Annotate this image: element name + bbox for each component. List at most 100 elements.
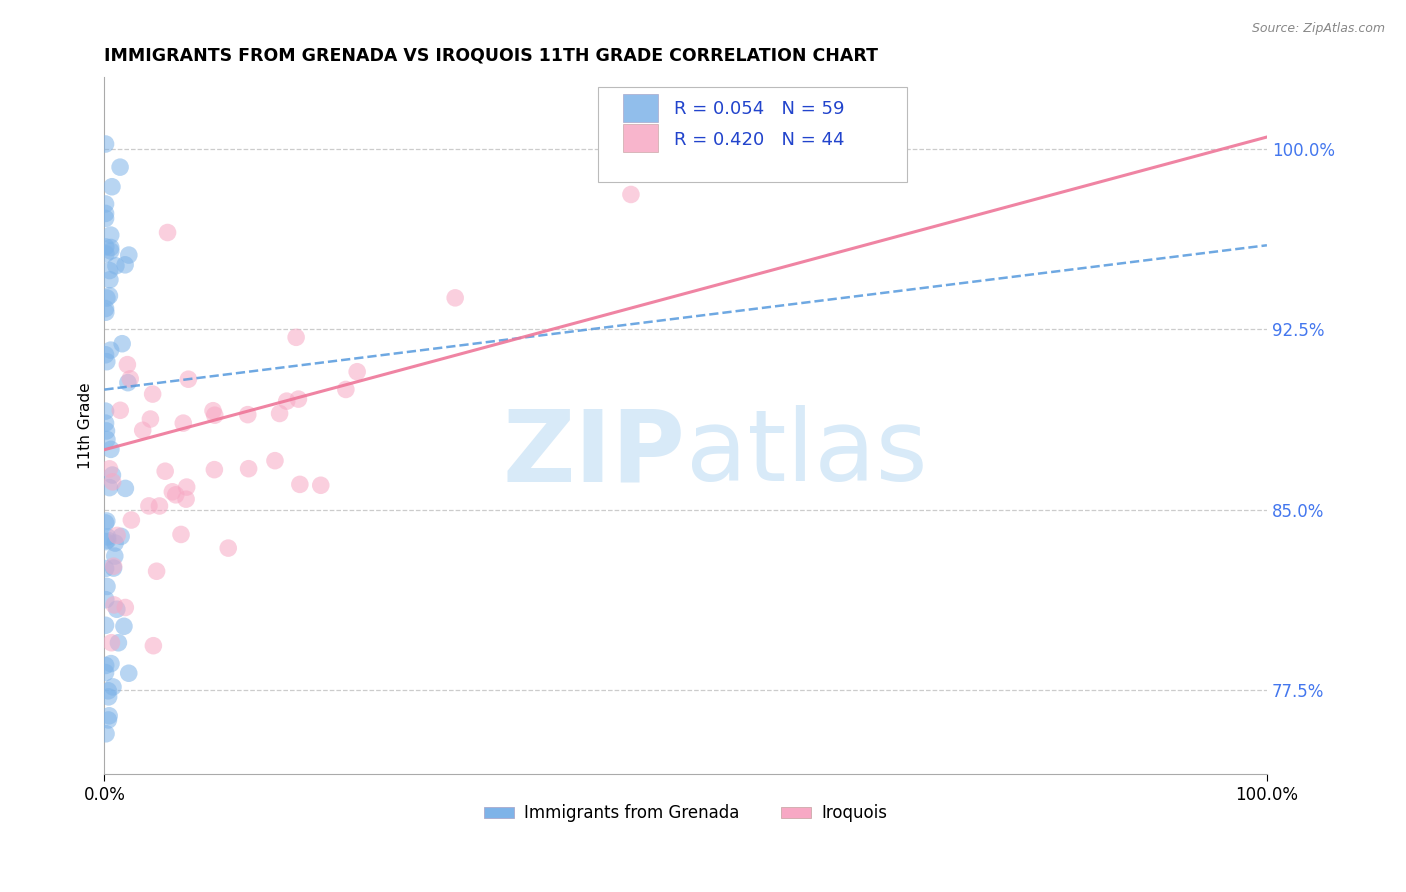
Point [94, 665, 117, 680]
Point [97, 530, 120, 544]
Point [112, 619, 135, 633]
Point [111, 336, 134, 351]
Point [94, 404, 117, 418]
Point [138, 499, 160, 513]
Point [162, 484, 184, 499]
Point [94, 727, 117, 741]
Text: ZIP: ZIP [503, 405, 686, 502]
Point [236, 408, 259, 422]
FancyBboxPatch shape [599, 87, 907, 182]
Point [177, 372, 200, 386]
Point [103, 598, 125, 612]
Point [100, 240, 122, 254]
Point [114, 258, 136, 272]
Point [97, 690, 120, 704]
Point [117, 376, 139, 390]
Point [105, 602, 128, 616]
Point [114, 600, 136, 615]
Point [94, 516, 117, 530]
Point [94, 247, 117, 261]
Point [285, 330, 308, 344]
Point [97, 533, 120, 548]
Point [104, 259, 127, 273]
Point [105, 528, 128, 542]
Point [118, 666, 141, 681]
Point [94, 416, 117, 430]
Point [620, 187, 643, 202]
Point [114, 482, 136, 496]
Point [96, 291, 118, 305]
Point [120, 372, 142, 386]
Point [100, 636, 122, 650]
Point [98, 708, 121, 723]
Point [142, 639, 165, 653]
Point [118, 248, 141, 262]
Point [142, 387, 165, 401]
Point [287, 392, 309, 406]
Point [103, 559, 125, 574]
Point [101, 179, 124, 194]
Point [156, 226, 179, 240]
Point [104, 536, 127, 550]
Point [94, 136, 117, 151]
Point [204, 408, 226, 422]
Point [98, 481, 121, 495]
Point [120, 513, 142, 527]
Point [153, 464, 176, 478]
Point [101, 680, 124, 694]
Point [108, 160, 131, 174]
Point [131, 423, 153, 437]
Point [97, 683, 120, 698]
Point [94, 618, 117, 632]
Point [444, 291, 467, 305]
Point [335, 383, 357, 397]
Point [238, 461, 260, 475]
Point [172, 416, 194, 430]
Point [94, 206, 117, 220]
Point [94, 658, 117, 673]
Point [110, 403, 132, 417]
Text: atlas: atlas [686, 405, 928, 502]
Point [346, 365, 368, 379]
FancyBboxPatch shape [623, 124, 658, 153]
Point [101, 475, 124, 489]
Point [94, 301, 117, 316]
Point [98, 273, 121, 287]
FancyBboxPatch shape [623, 94, 658, 121]
Point [276, 394, 298, 409]
Point [98, 462, 121, 476]
Point [202, 463, 225, 477]
Point [202, 403, 225, 417]
Text: R = 0.054   N = 59: R = 0.054 N = 59 [673, 100, 845, 118]
Point [98, 289, 121, 303]
Point [94, 240, 117, 254]
Text: R = 0.420   N = 44: R = 0.420 N = 44 [673, 130, 845, 149]
Point [94, 348, 117, 362]
Point [174, 492, 197, 507]
Point [176, 480, 198, 494]
Point [100, 343, 122, 358]
Point [94, 305, 117, 319]
Point [94, 561, 117, 575]
Point [145, 564, 167, 578]
Point [101, 468, 124, 483]
Point [107, 636, 129, 650]
Point [100, 244, 122, 258]
Point [309, 478, 332, 492]
Point [288, 477, 311, 491]
Point [100, 228, 122, 243]
Point [94, 197, 117, 211]
Point [96, 354, 118, 368]
Point [96, 424, 118, 438]
Point [96, 514, 118, 528]
Point [97, 713, 120, 727]
Point [96, 433, 118, 447]
Point [117, 358, 139, 372]
Point [269, 407, 291, 421]
Y-axis label: 11th Grade: 11th Grade [79, 383, 93, 469]
Point [103, 561, 125, 575]
Point [100, 657, 122, 671]
Point [139, 412, 162, 426]
Point [165, 488, 187, 502]
Point [217, 541, 239, 555]
